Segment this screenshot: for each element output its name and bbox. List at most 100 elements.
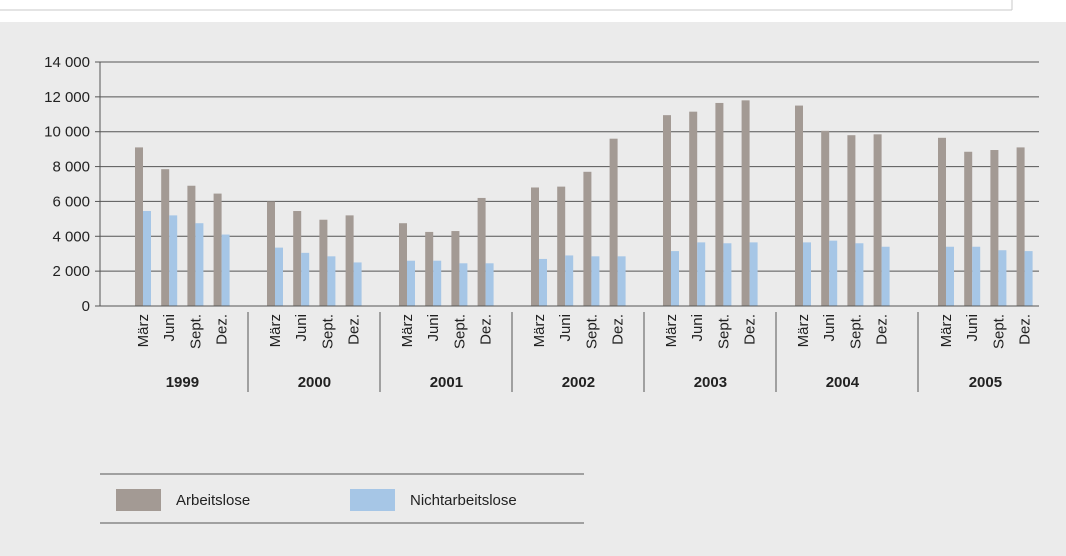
month-label: Juni xyxy=(425,314,442,342)
month-label: März xyxy=(267,314,284,347)
month-label: März xyxy=(399,314,416,347)
bar-arbeitslose-2002-1 xyxy=(531,187,539,306)
year-label-2003: 2003 xyxy=(694,374,727,391)
year-label-2000: 2000 xyxy=(298,374,331,391)
month-label: Dez. xyxy=(742,314,759,345)
bar-nichtarbeitslose-2000-1 xyxy=(275,247,283,306)
bar-arbeitslose-2000-3 xyxy=(319,219,328,306)
month-label: März xyxy=(663,314,680,347)
bar-nichtarbeitslose-2001-1 xyxy=(407,260,415,306)
bar-arbeitslose-2002-4 xyxy=(609,138,618,306)
bar-nichtarbeitslose-2000-2 xyxy=(301,252,310,306)
bar-nichtarbeitslose-2001-3 xyxy=(459,263,468,306)
bar-nichtarbeitslose-2002-2 xyxy=(565,255,574,306)
bar-arbeitslose-1999-4 xyxy=(213,193,222,306)
y-tick-label: 2 000 xyxy=(52,263,90,280)
y-tick-label: 4 000 xyxy=(52,228,90,245)
legend-label-arbeitslose: Arbeitslose xyxy=(176,492,250,509)
legend-swatch-nichtarbeitslose xyxy=(350,489,395,511)
bar-arbeitslose-2001-4 xyxy=(477,197,486,306)
y-tick-label: 14 000 xyxy=(44,54,90,71)
legend: Arbeitslose Nichtarbeitslose xyxy=(100,473,584,524)
bar-arbeitslose-2005-4 xyxy=(1016,147,1025,306)
bar-arbeitslose-2001-3 xyxy=(451,231,460,306)
month-label: Sept. xyxy=(583,314,600,349)
bar-nichtarbeitslose-2002-3 xyxy=(591,256,600,306)
y-tick-label: 8 000 xyxy=(52,159,90,176)
month-label: Dez. xyxy=(1017,314,1034,345)
bar-arbeitslose-2001-2 xyxy=(425,231,434,306)
bar-nichtarbeitslose-2000-4 xyxy=(353,262,362,306)
bar-nichtarbeitslose-1999-1 xyxy=(143,211,151,306)
month-label: Dez. xyxy=(874,314,891,345)
year-label-2002: 2002 xyxy=(562,374,595,391)
bar-nichtarbeitslose-2004-2 xyxy=(829,240,838,306)
month-label: Dez. xyxy=(214,314,231,345)
bar-arbeitslose-2002-2 xyxy=(557,186,566,306)
bar-nichtarbeitslose-2003-2 xyxy=(697,242,706,306)
bar-arbeitslose-2003-3 xyxy=(715,102,724,306)
month-label: März xyxy=(135,314,152,347)
month-label: Juni xyxy=(557,314,574,342)
bar-nichtarbeitslose-2002-4 xyxy=(617,256,626,306)
bar-arbeitslose-2005-3 xyxy=(990,150,999,306)
year-label-2005: 2005 xyxy=(969,374,1002,391)
bar-arbeitslose-1999-1 xyxy=(135,147,143,306)
bar-arbeitslose-2003-1 xyxy=(663,115,671,307)
bar-arbeitslose-2000-2 xyxy=(293,211,302,306)
month-label: Sept. xyxy=(847,314,864,349)
bar-nichtarbeitslose-2003-4 xyxy=(749,242,758,306)
bar-nichtarbeitslose-2005-1 xyxy=(946,246,954,306)
bar-arbeitslose-2004-4 xyxy=(873,134,882,306)
bar-arbeitslose-2004-2 xyxy=(821,130,830,306)
month-label: Sept. xyxy=(451,314,468,349)
bar-nichtarbeitslose-2003-3 xyxy=(723,243,732,306)
bar-nichtarbeitslose-2000-3 xyxy=(327,256,336,306)
bar-nichtarbeitslose-2001-2 xyxy=(433,260,442,306)
category-labels: März Juni Sept. Dez. 1999 März Juni Sept. Dez. 20… xyxy=(135,312,1034,392)
bar-arbeitslose-2005-1 xyxy=(938,137,946,306)
bar-arbeitslose-1999-2 xyxy=(161,169,170,306)
bar-arbeitslose-2003-4 xyxy=(741,100,750,306)
bars xyxy=(135,100,1033,307)
bar-arbeitslose-2005-2 xyxy=(964,151,973,306)
year-label-1999: 1999 xyxy=(166,374,199,391)
bar-nichtarbeitslose-2004-3 xyxy=(855,243,864,306)
y-tick-label: 12 000 xyxy=(44,89,90,106)
bar-arbeitslose-1999-3 xyxy=(187,185,196,306)
bar-nichtarbeitslose-1999-2 xyxy=(169,215,178,306)
bar-arbeitslose-2000-4 xyxy=(345,215,354,306)
bar-nichtarbeitslose-2001-4 xyxy=(485,263,494,306)
bar-arbeitslose-2001-1 xyxy=(399,223,407,306)
bar-nichtarbeitslose-2005-4 xyxy=(1024,251,1033,306)
month-label: Sept. xyxy=(715,314,732,349)
month-label: Sept. xyxy=(990,314,1007,349)
axes: 0 2 000 4 000 6 000 8 000 10 000 12 000 14 000 xyxy=(44,54,1039,315)
month-label: Sept. xyxy=(187,314,204,349)
bar-nichtarbeitslose-2005-2 xyxy=(972,246,981,306)
month-label: März xyxy=(531,314,548,347)
bar-nichtarbeitslose-2005-3 xyxy=(998,250,1007,306)
bar-arbeitslose-2000-1 xyxy=(267,201,275,306)
month-label: Dez. xyxy=(478,314,495,345)
bar-nichtarbeitslose-2002-1 xyxy=(539,258,547,306)
year-label-2004: 2004 xyxy=(826,374,860,391)
y-tick-label: 0 xyxy=(82,298,90,315)
month-label: Dez. xyxy=(346,314,363,345)
bar-nichtarbeitslose-2004-1 xyxy=(803,242,811,306)
month-label: Juni xyxy=(161,314,178,342)
bar-nichtarbeitslose-2003-1 xyxy=(671,251,679,306)
month-label: Juni xyxy=(821,314,838,342)
bar-arbeitslose-2003-2 xyxy=(689,111,698,307)
y-tick-label: 10 000 xyxy=(44,124,90,141)
bar-arbeitslose-2004-1 xyxy=(795,105,803,306)
month-label: Sept. xyxy=(319,314,336,349)
month-label: März xyxy=(938,314,955,347)
month-label: Juni xyxy=(293,314,310,342)
bar-arbeitslose-2002-3 xyxy=(583,171,592,306)
bar-nichtarbeitslose-1999-3 xyxy=(195,223,204,306)
year-label-2001: 2001 xyxy=(430,374,463,391)
bar-nichtarbeitslose-2004-4 xyxy=(881,246,890,306)
